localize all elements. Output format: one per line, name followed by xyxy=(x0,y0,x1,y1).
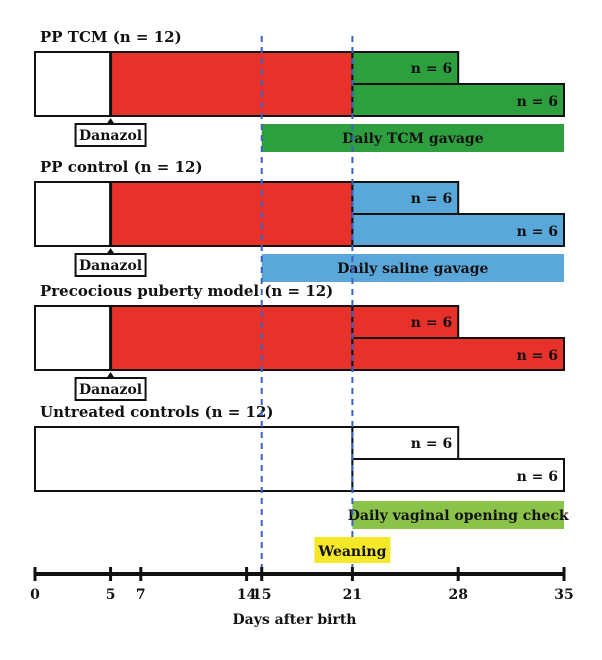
subgroup-label-b: n = 6 xyxy=(517,348,558,364)
x-tick-label-35: 35 xyxy=(554,587,573,603)
subgroup-bar-b xyxy=(351,458,565,492)
group-3: Precocious puberty model (n = 12) n = 6 n … xyxy=(34,282,565,401)
subgroup-label-b: n = 6 xyxy=(517,94,558,110)
injection-arrow xyxy=(106,248,115,254)
x-tick-label-15: 15 xyxy=(252,587,271,603)
subgroup-bar-a xyxy=(351,305,460,339)
subgroup-label-a: n = 6 xyxy=(411,191,452,207)
early-phase-bar xyxy=(34,51,112,117)
x-tick-label-14: 14 xyxy=(237,587,257,603)
early-phase-bar xyxy=(34,181,112,247)
injection-box xyxy=(74,123,147,147)
group-2: PP control (n = 12) n = 6 n = 6 Danazol Dail… xyxy=(34,158,565,282)
x-tick-label-7: 7 xyxy=(136,587,146,603)
subgroup-bar-b xyxy=(351,83,565,117)
x-tick-label-0: 0 xyxy=(30,587,40,603)
subgroup-label-a: n = 6 xyxy=(411,436,452,452)
weaning-label: Weaning xyxy=(317,544,386,560)
x-tick-label-5: 5 xyxy=(106,587,116,603)
group-1: PP TCM (n = 12) n = 6 n = 6 Danazol Daily TC… xyxy=(34,28,565,152)
x-tick-label-21: 21 xyxy=(343,587,362,603)
group-title: Untreated controls (n = 12) xyxy=(40,403,274,421)
injection-label: Danazol xyxy=(79,128,142,144)
treatment-label: Daily TCM gavage xyxy=(342,131,484,147)
injection-label: Danazol xyxy=(79,258,142,274)
treated-phase-bar xyxy=(109,181,354,247)
group-title: PP TCM (n = 12) xyxy=(40,28,182,46)
treatment-band xyxy=(261,254,564,282)
injection-label: Danazol xyxy=(79,382,142,398)
subgroup-label-b: n = 6 xyxy=(517,469,558,485)
x-tick-label-28: 28 xyxy=(448,587,467,603)
group-title: PP control (n = 12) xyxy=(40,158,203,176)
subgroup-label-a: n = 6 xyxy=(411,315,452,331)
treatment-band xyxy=(352,501,564,529)
treated-phase-bar xyxy=(109,51,354,117)
x-axis-label: Days after birth xyxy=(233,612,357,628)
early-phase-bar xyxy=(34,305,112,371)
treatment-label: Daily saline gavage xyxy=(337,261,488,277)
treatment-label: Daily vaginal opening check xyxy=(348,508,569,524)
subgroup-bar-b xyxy=(351,213,565,247)
injection-box xyxy=(74,253,147,277)
treatment-band xyxy=(261,124,564,152)
subgroup-bar-a xyxy=(351,426,460,460)
group-4: Untreated controls (n = 12) n = 6 n = 6 Dai… xyxy=(34,403,569,529)
injection-arrow xyxy=(106,118,115,124)
group-title: Precocious puberty model (n = 12) xyxy=(40,282,333,300)
treated-phase-bar xyxy=(109,305,354,371)
subgroup-label-b: n = 6 xyxy=(517,224,558,240)
injection-arrow xyxy=(106,372,115,378)
subgroup-label-a: n = 6 xyxy=(411,61,452,77)
subgroup-bar-b xyxy=(351,337,565,371)
injection-box xyxy=(74,377,147,401)
pre-split-bar xyxy=(34,426,354,492)
weaning-box xyxy=(314,537,391,563)
